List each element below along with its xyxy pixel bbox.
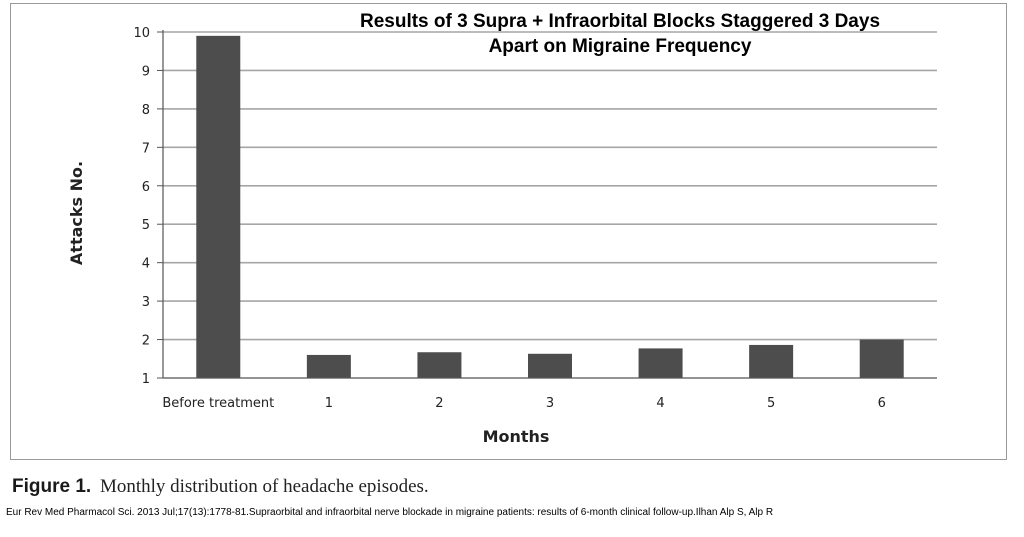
x-tick-label: 3 — [546, 396, 554, 411]
bars — [196, 35, 904, 378]
y-tick-label: 1 — [142, 372, 150, 387]
y-tick-label: 8 — [142, 103, 150, 118]
y-tick-label: 4 — [142, 257, 150, 272]
y-tick-labels: 1 2 3 4 5 6 7 8 9 10 — [133, 26, 163, 387]
y-axis-title: Attacks No. — [67, 161, 86, 265]
gridlines — [163, 31, 937, 341]
x-axis-title: Months — [483, 427, 550, 446]
y-tick-label: 9 — [142, 64, 150, 79]
bar — [196, 35, 241, 378]
bar-chart: 1 2 3 4 5 6 7 8 9 10 Before treatment 1 2 3 4 5 6 Attac… — [67, 26, 937, 446]
y-tick-label: 10 — [133, 26, 150, 41]
x-tick-label: 6 — [878, 396, 886, 411]
bar — [306, 354, 351, 378]
y-tick-label: 6 — [142, 180, 150, 195]
figure-label: Figure 1. — [12, 476, 92, 497]
x-tick-label: Before treatment — [162, 396, 274, 411]
x-tick-label: 5 — [767, 396, 775, 411]
x-tick-label: 4 — [656, 396, 664, 411]
axes — [162, 30, 937, 379]
bar — [417, 352, 462, 378]
x-tick-label: 2 — [435, 396, 443, 411]
figure-caption: Figure 1. Monthly distribution of headac… — [12, 476, 429, 498]
citation: Eur Rev Med Pharmacol Sci. 2013 Jul;17(1… — [6, 507, 774, 518]
y-tick-label: 7 — [142, 141, 150, 156]
chart-frame — [10, 3, 1007, 460]
y-tick-label: 5 — [142, 218, 150, 233]
y-tick-label: 3 — [142, 295, 150, 310]
bar — [859, 339, 904, 378]
chart-title-line-2: Apart on Migraine Frequency — [488, 36, 752, 57]
chart-title-line-1: Results of 3 Supra + Infraorbital Blocks… — [359, 11, 881, 32]
y-tick-label: 2 — [142, 334, 150, 349]
bar — [638, 348, 683, 378]
bar — [749, 344, 794, 378]
x-tick-label: 1 — [325, 396, 333, 411]
chart-title: Results of 3 Supra + Infraorbital Blocks… — [300, 9, 940, 59]
figure-caption-text: Monthly distribution of headache episode… — [99, 476, 429, 497]
bar — [528, 353, 572, 378]
x-tick-labels: Before treatment 1 2 3 4 5 6 — [162, 396, 885, 411]
